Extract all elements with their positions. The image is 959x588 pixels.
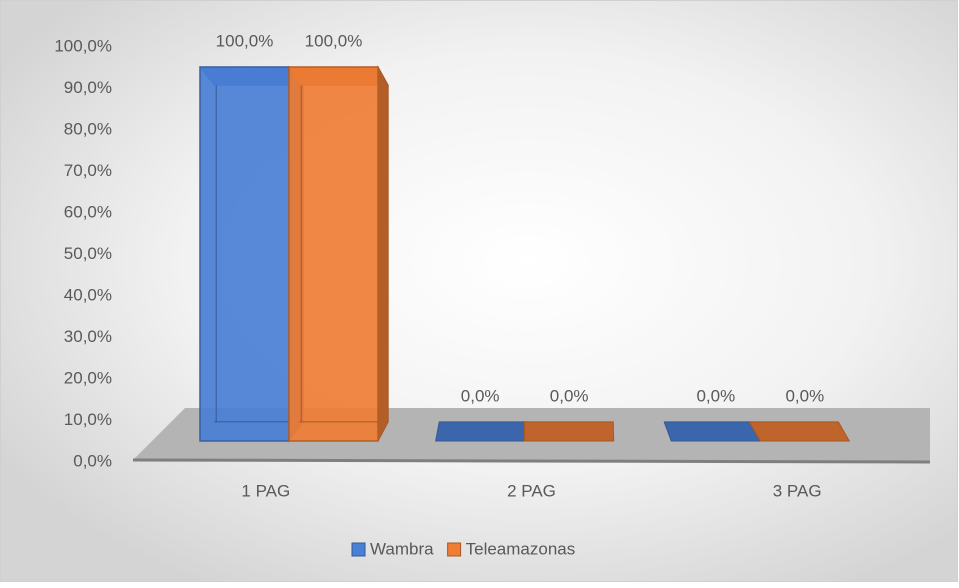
legend-label: Teleamazonas [466, 539, 576, 558]
bar-front [289, 67, 378, 441]
y-tick-label: 40,0% [64, 285, 112, 304]
y-tick-label: 80,0% [64, 119, 112, 138]
legend-swatch [448, 543, 461, 556]
bar [664, 422, 760, 441]
bar [524, 422, 613, 441]
x-tick-label: 2 PAG [507, 481, 556, 500]
y-tick-label: 60,0% [64, 202, 112, 221]
bar [749, 422, 849, 441]
y-tick-label: 90,0% [64, 78, 112, 97]
bar-front [200, 67, 289, 441]
bar-top [524, 422, 613, 441]
legend-label: Wambra [370, 539, 434, 558]
bar [200, 67, 303, 441]
data-label: 0,0% [785, 386, 824, 405]
data-label: 0,0% [550, 386, 589, 405]
y-tick-label: 20,0% [64, 368, 112, 387]
y-tick-label: 100,0% [54, 36, 112, 55]
y-tick-label: 0,0% [73, 451, 112, 470]
data-label: 100,0% [305, 31, 363, 50]
bar-top [664, 422, 760, 441]
y-tick-label: 10,0% [64, 410, 112, 429]
bar-top [436, 422, 529, 441]
data-label: 0,0% [461, 386, 500, 405]
bar-top [749, 422, 849, 441]
x-tick-label: 3 PAG [773, 481, 822, 500]
data-label: 0,0% [696, 386, 735, 405]
x-tick-label: 1 PAG [241, 481, 290, 500]
x-axis-line [133, 460, 930, 462]
legend-swatch [352, 543, 365, 556]
y-tick-label: 30,0% [64, 327, 112, 346]
y-tick-label: 70,0% [64, 161, 112, 180]
bar-side [378, 67, 388, 441]
bar [436, 422, 529, 441]
bar [289, 67, 388, 441]
data-label: 100,0% [216, 31, 274, 50]
y-tick-label: 50,0% [64, 244, 112, 263]
